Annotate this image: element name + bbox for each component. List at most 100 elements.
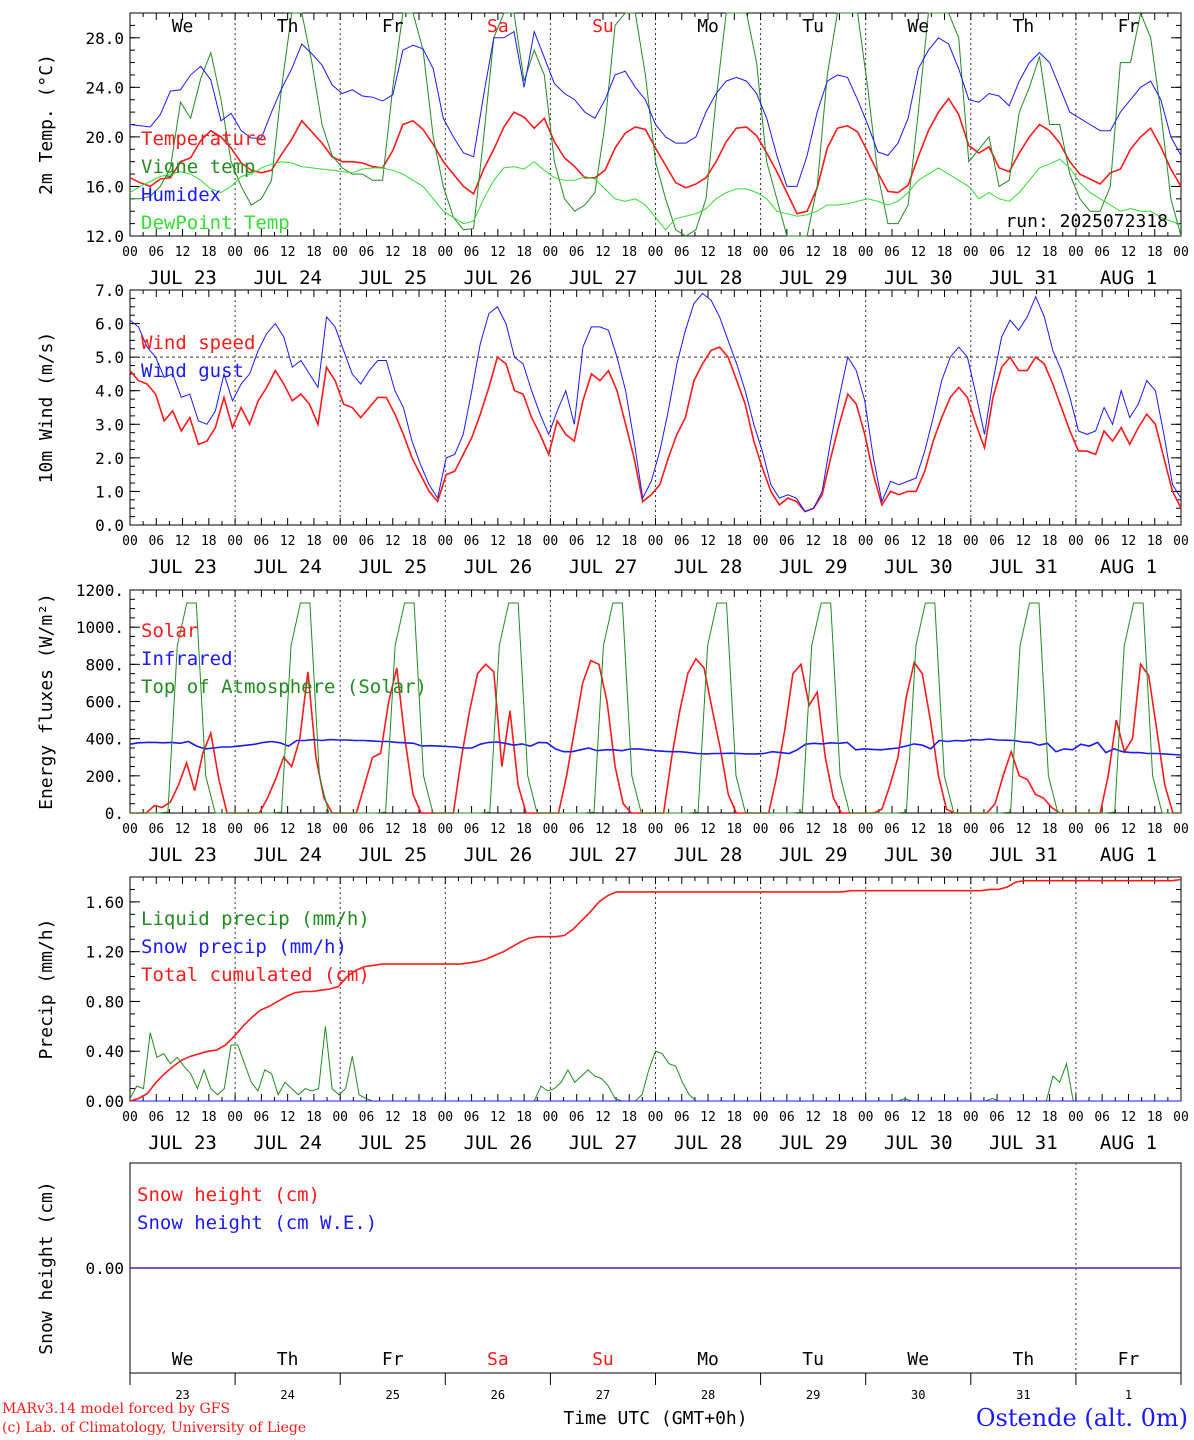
hour-label: 12: [700, 534, 716, 549]
hour-label: 06: [884, 1110, 900, 1125]
legend-entry: Total cumulated (cm): [141, 964, 370, 986]
series-line-total-cumulated-cm: [129, 878, 1182, 1102]
hour-label: 06: [148, 822, 164, 837]
y-axis-label: Precip (mm/h): [36, 919, 57, 1060]
hour-label: 18: [201, 245, 217, 260]
date-label: JUL 26: [464, 1132, 533, 1154]
date-label: AUG 1: [1100, 844, 1157, 866]
hour-label: 00: [1173, 245, 1189, 260]
y-tick-label: 12.0: [85, 227, 124, 246]
date-label: JUL 26: [464, 556, 533, 578]
y-tick-label: 16.0: [85, 177, 124, 196]
hour-label: 06: [148, 534, 164, 549]
hour-label: 06: [569, 1110, 585, 1125]
hour-label: 12: [805, 822, 821, 837]
date-label: JUL 23: [148, 1132, 217, 1154]
series-line-wind-speed: [129, 346, 1182, 513]
date-label: JUL 28: [674, 267, 743, 289]
hour-label: 12: [910, 1110, 926, 1125]
hour-label: 00: [122, 534, 138, 549]
series-line-vigne-temp: [130, 11, 1182, 237]
y-tick-label: 400.: [85, 730, 124, 749]
y-tick-label: 6.0: [95, 315, 124, 334]
hour-label: 12: [490, 822, 506, 837]
hour-label: 18: [726, 534, 742, 549]
legend-entry: Snow precip (mm/h): [141, 936, 347, 958]
y-tick-label: 0.: [105, 804, 124, 823]
series-line-top-of-atmosphere-solar: [130, 602, 1181, 814]
hour-label: 12: [175, 822, 191, 837]
y-tick-label: 5.0: [95, 348, 124, 367]
hour-label: 12: [490, 534, 506, 549]
date-label: JUL 29: [779, 556, 848, 578]
hour-label: 18: [832, 534, 848, 549]
y-tick-label: 28.0: [85, 29, 124, 48]
date-label: JUL 24: [253, 267, 322, 289]
hour-label: 12: [1121, 1110, 1137, 1125]
hour-label: 00: [227, 245, 243, 260]
date-label: JUL 25: [358, 844, 427, 866]
y-tick-label: 20.0: [85, 128, 124, 147]
hour-label: 12: [1016, 1110, 1032, 1125]
hour-label: 18: [832, 245, 848, 260]
weekday-label-bottom: Fr: [1118, 1349, 1140, 1370]
y-tick-label: 4.0: [95, 382, 124, 401]
hour-label: 18: [937, 822, 953, 837]
hour-label: 12: [595, 1110, 611, 1125]
legend-entry: Snow height (cm): [137, 1184, 320, 1206]
hour-label: 18: [201, 822, 217, 837]
hour-label: 12: [910, 534, 926, 549]
hour-label: 18: [516, 534, 532, 549]
date-label: JUL 24: [253, 844, 322, 866]
y-axis-label: Snow height (cm): [36, 1181, 57, 1354]
hour-label: 06: [464, 245, 480, 260]
hour-label: 12: [1016, 534, 1032, 549]
hour-label: 06: [779, 245, 795, 260]
legend-entry: Wind speed: [141, 332, 255, 354]
hour-label: 12: [385, 245, 401, 260]
hour-label: 06: [779, 1110, 795, 1125]
hour-label: 18: [516, 1110, 532, 1125]
date-label: JUL 29: [779, 267, 848, 289]
hour-label: 00: [648, 822, 664, 837]
hour-label: 12: [700, 822, 716, 837]
series-line-infrared: [129, 738, 1182, 756]
weekday-label-top: Th: [1013, 16, 1035, 37]
hour-label: 00: [543, 245, 559, 260]
hour-label: 18: [306, 822, 322, 837]
y-tick-label: 1.0: [95, 482, 124, 501]
hour-label: 00: [543, 822, 559, 837]
day-number-label: 24: [280, 1388, 294, 1402]
hour-label: 12: [490, 245, 506, 260]
hour-label: 06: [1094, 1110, 1110, 1125]
model-credit-line2: (c) Lab. of Climatology, University of L…: [2, 1420, 307, 1436]
date-label: JUL 24: [253, 1132, 322, 1154]
hour-label: 12: [280, 1110, 296, 1125]
date-label: JUL 25: [358, 556, 427, 578]
hour-label: 12: [595, 822, 611, 837]
day-number-label: 23: [175, 1388, 189, 1402]
hour-label: 12: [385, 822, 401, 837]
hour-label: 06: [674, 1110, 690, 1125]
hour-label: 12: [1121, 534, 1137, 549]
hour-label: 00: [648, 534, 664, 549]
day-number-label: 31: [1016, 1388, 1030, 1402]
legend-entry: Solar: [141, 620, 198, 642]
hour-label: 12: [700, 245, 716, 260]
weekday-label-bottom: Fr: [382, 1349, 404, 1370]
hour-label: 18: [411, 822, 427, 837]
hour-label: 12: [385, 534, 401, 549]
x-axis-title: Time UTC (GMT+0h): [563, 1408, 747, 1429]
date-label: JUL 23: [148, 267, 217, 289]
hour-label: 18: [1042, 822, 1058, 837]
hour-label: 06: [989, 1110, 1005, 1125]
date-label: JUL 23: [148, 844, 217, 866]
hour-label: 06: [884, 245, 900, 260]
hour-label: 06: [674, 534, 690, 549]
date-label: JUL 28: [674, 556, 743, 578]
hour-label: 06: [674, 245, 690, 260]
hour-label: 00: [753, 534, 769, 549]
y-tick-label: 0.00: [85, 1259, 124, 1278]
hour-label: 06: [884, 822, 900, 837]
hour-label: 00: [1173, 534, 1189, 549]
